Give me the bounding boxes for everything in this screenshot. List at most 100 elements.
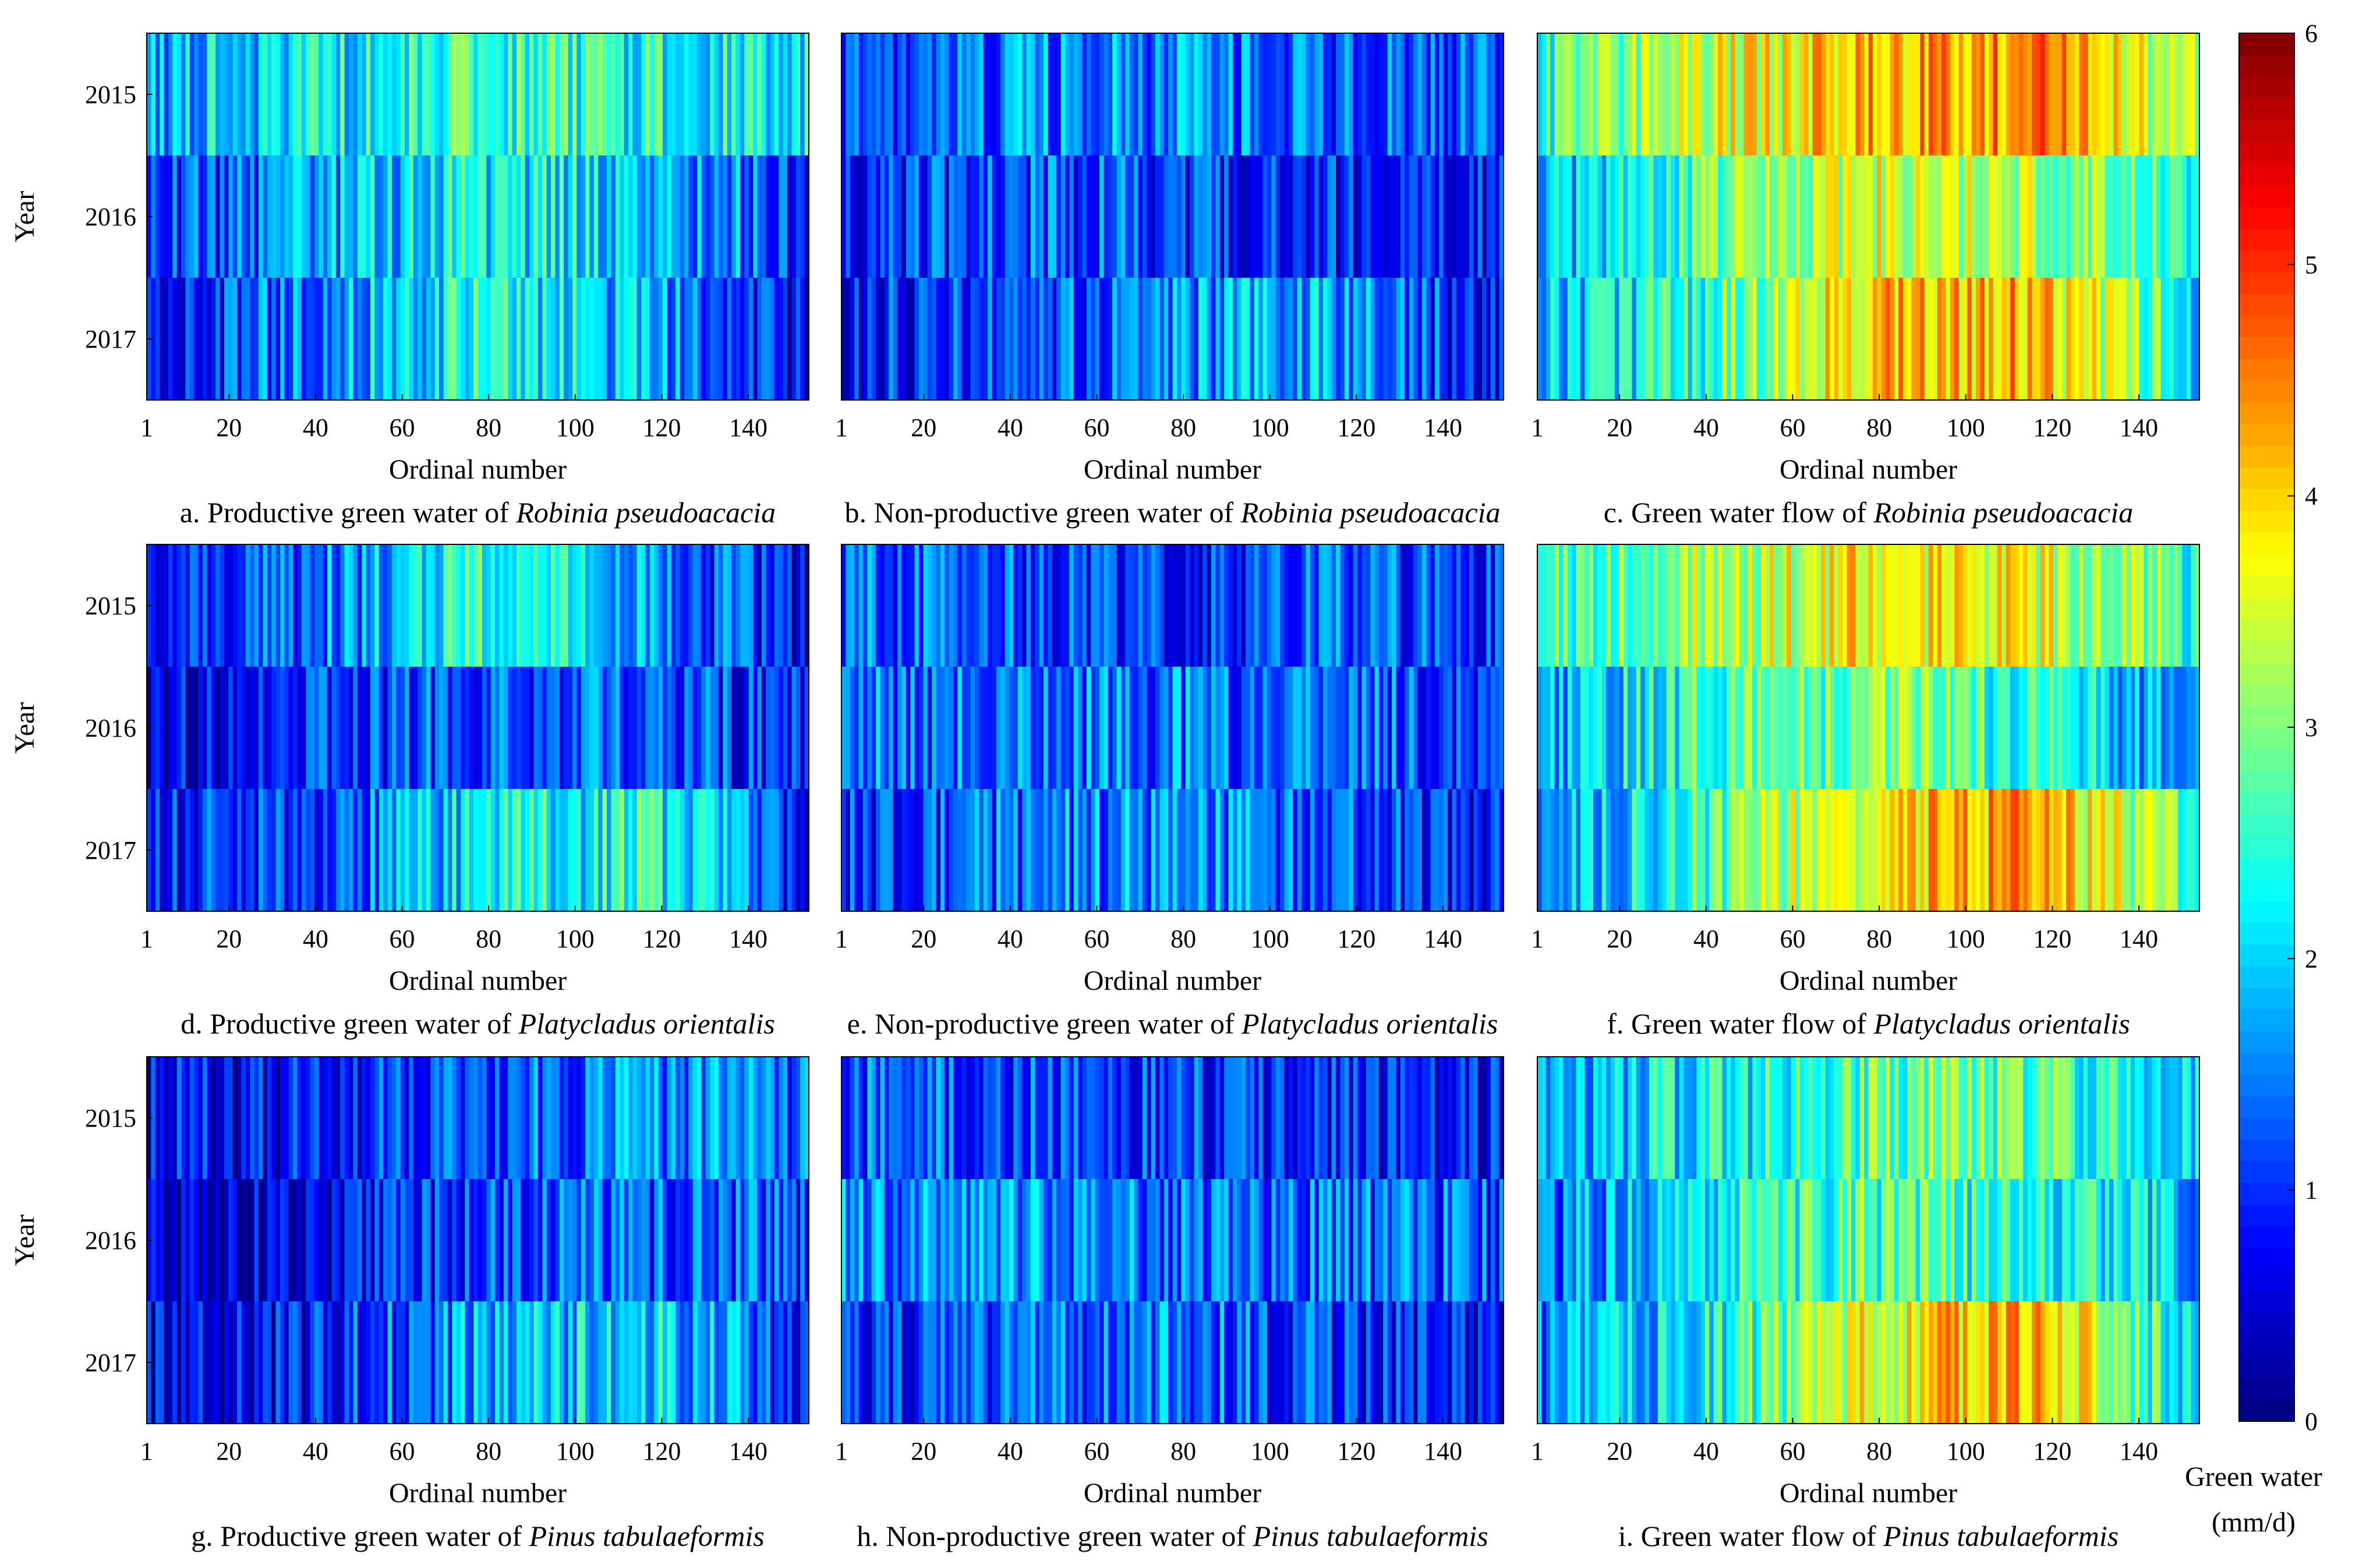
heat-cell bbox=[1997, 33, 2002, 155]
colorbar-tick-label: 2 bbox=[2305, 944, 2318, 973]
heat-cell bbox=[1700, 155, 1706, 278]
heat-cell bbox=[1752, 1301, 1757, 1424]
heat-cell bbox=[310, 667, 315, 789]
heat-cell bbox=[787, 1301, 793, 1424]
heat-cell bbox=[680, 667, 685, 789]
heat-cell bbox=[2010, 1179, 2015, 1301]
heat-cell bbox=[572, 155, 577, 278]
heat-cell bbox=[1151, 1179, 1156, 1301]
heat-cell bbox=[983, 667, 988, 789]
heat-cell bbox=[620, 278, 625, 400]
heat-cell bbox=[1258, 789, 1264, 911]
heat-cell bbox=[469, 33, 474, 155]
heat-cell bbox=[271, 1179, 277, 1301]
heat-cell bbox=[396, 33, 401, 155]
heat-cell bbox=[1704, 33, 1710, 155]
heat-cell bbox=[447, 667, 452, 789]
x-tick-label: 40 bbox=[303, 1437, 328, 1466]
heat-cell bbox=[2083, 33, 2088, 155]
heat-cell bbox=[2113, 33, 2118, 155]
heat-cell bbox=[340, 667, 345, 789]
heat-cell bbox=[1439, 1301, 1444, 1424]
heat-cell bbox=[1267, 33, 1272, 155]
heat-cell bbox=[645, 1179, 650, 1301]
heat-cell bbox=[1704, 667, 1710, 789]
heat-cell bbox=[1954, 1057, 1960, 1179]
heat-cell bbox=[923, 33, 928, 155]
heat-cell bbox=[1928, 1301, 1933, 1424]
heat-cell bbox=[897, 544, 902, 667]
heat-cell bbox=[684, 544, 689, 667]
heat-cell bbox=[418, 667, 423, 789]
heat-cell bbox=[684, 1301, 689, 1424]
heat-cell bbox=[1743, 1301, 1749, 1424]
heat-cell bbox=[409, 1179, 414, 1301]
heat-cell bbox=[1430, 667, 1435, 789]
heat-cell bbox=[1035, 1301, 1040, 1424]
heat-cell bbox=[1048, 1057, 1053, 1179]
heat-cell bbox=[1112, 1301, 1117, 1424]
heat-cell bbox=[1774, 667, 1779, 789]
heat-cell bbox=[460, 1179, 465, 1301]
heat-cell bbox=[1310, 278, 1315, 400]
heat-cell bbox=[2139, 544, 2144, 667]
heat-cell bbox=[319, 1057, 324, 1179]
heat-cell bbox=[1473, 33, 1479, 155]
heat-cell bbox=[1168, 1057, 1173, 1179]
heat-cell bbox=[293, 1057, 298, 1179]
heat-cell bbox=[1129, 1179, 1134, 1301]
heat-cell bbox=[923, 278, 928, 400]
x-tick-label: 140 bbox=[1424, 413, 1462, 442]
heat-cell bbox=[880, 155, 885, 278]
heat-cell bbox=[688, 1179, 694, 1301]
heat-cell bbox=[555, 789, 560, 911]
heat-cell bbox=[2182, 1179, 2187, 1301]
heat-cell bbox=[731, 1301, 737, 1424]
heat-cell bbox=[1181, 1301, 1186, 1424]
heat-cell bbox=[2053, 544, 2058, 667]
heat-cell bbox=[1284, 278, 1289, 400]
heat-cell bbox=[1572, 544, 1577, 667]
heat-cell bbox=[1044, 1179, 1048, 1301]
heat-cell bbox=[714, 544, 719, 667]
heat-cell bbox=[1760, 667, 1766, 789]
heat-cell bbox=[482, 33, 487, 155]
heat-cell bbox=[1168, 667, 1173, 789]
heat-cell bbox=[482, 789, 487, 911]
heat-cell bbox=[841, 33, 846, 155]
heat-cell bbox=[537, 789, 543, 911]
heat-cell bbox=[529, 278, 535, 400]
heat-cell bbox=[185, 544, 190, 667]
heat-cell bbox=[1086, 33, 1091, 155]
heat-cell bbox=[1448, 789, 1452, 911]
heat-cell bbox=[383, 544, 388, 667]
heat-cell bbox=[1288, 1057, 1293, 1179]
heat-cell bbox=[1120, 544, 1126, 667]
heat-cell bbox=[1017, 278, 1023, 400]
heat-cell bbox=[241, 33, 246, 155]
heat-cell bbox=[2018, 33, 2024, 155]
heat-cell bbox=[1722, 278, 1727, 400]
heat-cell bbox=[1172, 1057, 1177, 1179]
heat-cell bbox=[1357, 544, 1362, 667]
heat-cell bbox=[675, 33, 681, 155]
heat-cell bbox=[1967, 789, 1972, 911]
heat-cell bbox=[1743, 1179, 1749, 1301]
heat-cell bbox=[1601, 544, 1607, 667]
heat-cell bbox=[1842, 155, 1848, 278]
heat-cell bbox=[1378, 667, 1384, 789]
heat-cell bbox=[1151, 544, 1156, 667]
heat-cell bbox=[1125, 667, 1130, 789]
heat-cell bbox=[1060, 789, 1066, 911]
heat-cell bbox=[323, 1301, 328, 1424]
heat-cell bbox=[340, 1301, 345, 1424]
heat-cell bbox=[207, 33, 212, 155]
heat-cell bbox=[564, 789, 569, 911]
heat-cell bbox=[362, 544, 367, 667]
heat-cell bbox=[1258, 544, 1264, 667]
heat-cell bbox=[1366, 1057, 1371, 1179]
heat-cell bbox=[1383, 1301, 1388, 1424]
heat-cell bbox=[1709, 1179, 1714, 1301]
heat-cell bbox=[267, 1057, 272, 1179]
